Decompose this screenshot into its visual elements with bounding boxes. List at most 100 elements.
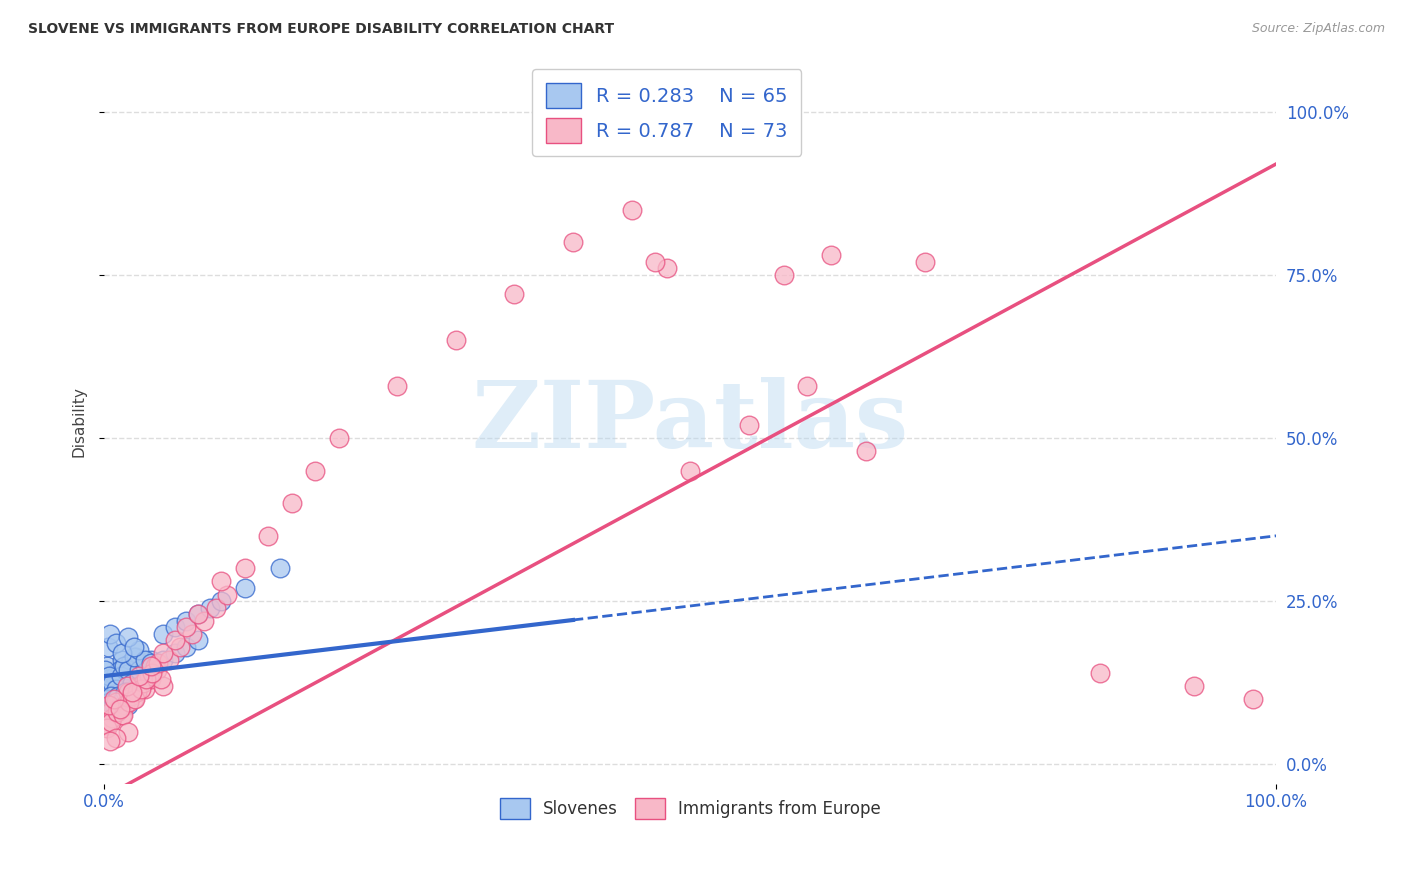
Point bbox=[198, 600, 221, 615]
Point bbox=[105, 695, 128, 709]
Point bbox=[114, 685, 136, 699]
Point bbox=[328, 431, 350, 445]
Point bbox=[120, 673, 142, 687]
Point bbox=[103, 692, 125, 706]
Point bbox=[101, 711, 124, 725]
Point bbox=[163, 633, 186, 648]
Point bbox=[114, 665, 136, 680]
Point bbox=[176, 614, 198, 628]
Point bbox=[112, 675, 135, 690]
Point bbox=[141, 673, 163, 687]
Point bbox=[122, 649, 145, 664]
Point bbox=[107, 702, 129, 716]
Point bbox=[211, 574, 233, 589]
Point bbox=[110, 669, 132, 683]
Point bbox=[738, 417, 761, 432]
Point bbox=[143, 659, 166, 673]
Point bbox=[117, 663, 139, 677]
Point bbox=[122, 663, 145, 677]
Point bbox=[110, 695, 132, 709]
Point bbox=[304, 464, 326, 478]
Point bbox=[257, 529, 280, 543]
Point bbox=[97, 673, 120, 687]
Point bbox=[105, 731, 128, 745]
Point bbox=[193, 614, 215, 628]
Point bbox=[129, 682, 152, 697]
Point bbox=[562, 235, 585, 250]
Point bbox=[149, 673, 172, 687]
Point bbox=[105, 679, 128, 693]
Point bbox=[134, 659, 156, 673]
Point bbox=[132, 675, 155, 690]
Point bbox=[855, 444, 877, 458]
Point bbox=[120, 689, 142, 703]
Point bbox=[644, 255, 666, 269]
Text: ZIPatlas: ZIPatlas bbox=[471, 376, 908, 467]
Point bbox=[211, 594, 233, 608]
Point bbox=[127, 685, 149, 699]
Point bbox=[107, 689, 129, 703]
Point bbox=[111, 708, 134, 723]
Point bbox=[111, 646, 134, 660]
Point bbox=[100, 689, 122, 703]
Point bbox=[120, 656, 142, 670]
Point bbox=[96, 721, 118, 735]
Point bbox=[98, 698, 121, 713]
Point bbox=[503, 287, 526, 301]
Point bbox=[128, 679, 150, 693]
Point bbox=[100, 714, 122, 729]
Point bbox=[163, 646, 186, 660]
Point bbox=[204, 600, 226, 615]
Text: SLOVENE VS IMMIGRANTS FROM EUROPE DISABILITY CORRELATION CHART: SLOVENE VS IMMIGRANTS FROM EUROPE DISABI… bbox=[28, 22, 614, 37]
Point bbox=[233, 561, 256, 575]
Point bbox=[108, 702, 131, 716]
Point bbox=[105, 705, 128, 719]
Point bbox=[96, 659, 118, 673]
Point bbox=[141, 653, 163, 667]
Point bbox=[117, 724, 139, 739]
Point bbox=[103, 698, 125, 713]
Point bbox=[124, 692, 146, 706]
Point bbox=[124, 675, 146, 690]
Point bbox=[121, 685, 143, 699]
Point bbox=[141, 659, 163, 673]
Point bbox=[104, 669, 127, 683]
Point bbox=[1090, 665, 1112, 680]
Point bbox=[117, 698, 139, 713]
Point bbox=[112, 692, 135, 706]
Point bbox=[114, 698, 136, 713]
Point bbox=[122, 692, 145, 706]
Point bbox=[117, 669, 139, 683]
Point bbox=[138, 669, 160, 683]
Point bbox=[105, 665, 128, 680]
Point bbox=[679, 464, 702, 478]
Point bbox=[187, 633, 209, 648]
Point bbox=[118, 665, 141, 680]
Point bbox=[820, 248, 842, 262]
Point bbox=[97, 640, 120, 654]
Point bbox=[152, 626, 174, 640]
Point bbox=[146, 663, 169, 677]
Point bbox=[125, 649, 148, 664]
Point bbox=[269, 561, 291, 575]
Y-axis label: Disability: Disability bbox=[72, 386, 86, 457]
Point bbox=[152, 646, 174, 660]
Point bbox=[163, 620, 186, 634]
Point bbox=[98, 734, 121, 748]
Point bbox=[115, 679, 138, 693]
Point bbox=[108, 663, 131, 677]
Point bbox=[105, 682, 128, 697]
Point bbox=[796, 378, 818, 392]
Point bbox=[152, 679, 174, 693]
Point bbox=[100, 682, 122, 697]
Point bbox=[134, 682, 156, 697]
Point bbox=[773, 268, 796, 282]
Point bbox=[217, 588, 239, 602]
Point bbox=[107, 669, 129, 683]
Point bbox=[1182, 679, 1205, 693]
Point bbox=[97, 718, 120, 732]
Point bbox=[117, 630, 139, 644]
Text: Source: ZipAtlas.com: Source: ZipAtlas.com bbox=[1251, 22, 1385, 36]
Point bbox=[281, 496, 304, 510]
Point bbox=[98, 669, 121, 683]
